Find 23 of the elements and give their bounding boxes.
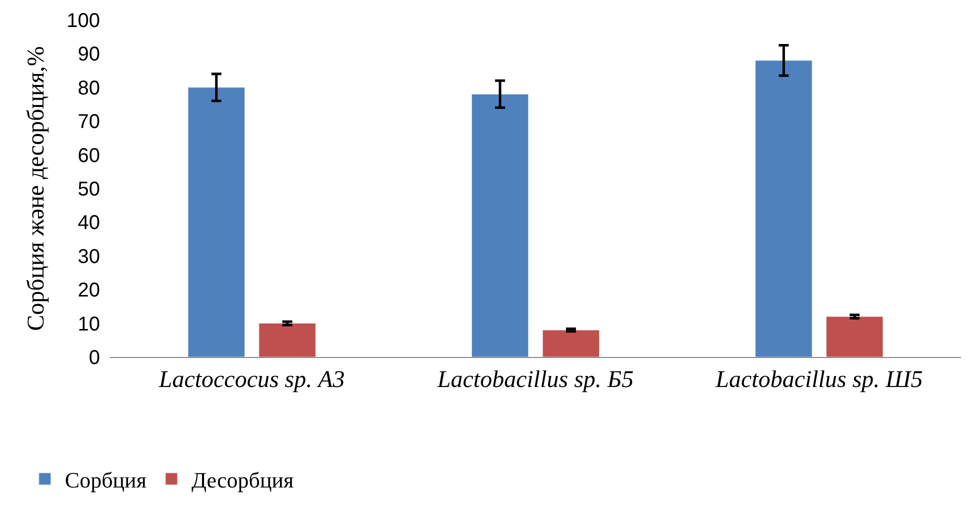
legend-label: Сорбция: [64, 467, 146, 492]
bar: [755, 60, 812, 357]
y-tick-label: 90: [78, 44, 100, 66]
bar: [188, 87, 245, 357]
y-tick-label: 100: [66, 10, 100, 32]
y-tick-label: 50: [78, 178, 100, 200]
x-tick-label: Lactoccocus sp. А3: [158, 366, 345, 393]
y-tick-label: 0: [88, 347, 100, 369]
y-tick-label: 30: [78, 246, 100, 268]
y-tick-label: 20: [78, 280, 100, 302]
bar: [471, 94, 529, 357]
y-tick-label: 10: [78, 313, 100, 336]
y-axis-title: Сорбция және десорбция,%: [24, 46, 50, 331]
y-tick-label: 40: [78, 212, 100, 234]
y-tick-label: 70: [78, 111, 100, 134]
x-tick-label: Lactobacillus sp. Б5: [436, 366, 634, 393]
bar: [542, 330, 600, 357]
bar: [258, 323, 316, 357]
y-tick-label: 80: [78, 77, 100, 100]
x-tick-label: Lactobacillus sp. Ш5: [714, 366, 923, 393]
bar: [826, 316, 884, 357]
y-tick-label: 60: [78, 144, 100, 167]
legend-label: Десорбция: [191, 467, 294, 492]
